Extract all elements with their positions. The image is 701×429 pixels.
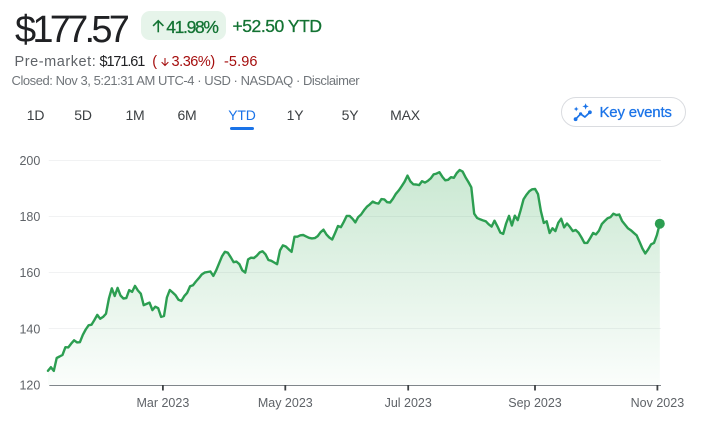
svg-text:Nov 2023: Nov 2023 xyxy=(631,396,685,410)
svg-text:Sep 2023: Sep 2023 xyxy=(508,396,562,410)
svg-text:140: 140 xyxy=(19,322,40,336)
svg-text:Mar 2023: Mar 2023 xyxy=(136,396,189,410)
svg-text:Jul 2023: Jul 2023 xyxy=(385,396,432,410)
svg-text:180: 180 xyxy=(19,210,40,224)
svg-text:120: 120 xyxy=(19,378,40,392)
svg-text:200: 200 xyxy=(19,154,40,168)
svg-text:160: 160 xyxy=(19,266,40,280)
svg-text:May 2023: May 2023 xyxy=(258,396,313,410)
